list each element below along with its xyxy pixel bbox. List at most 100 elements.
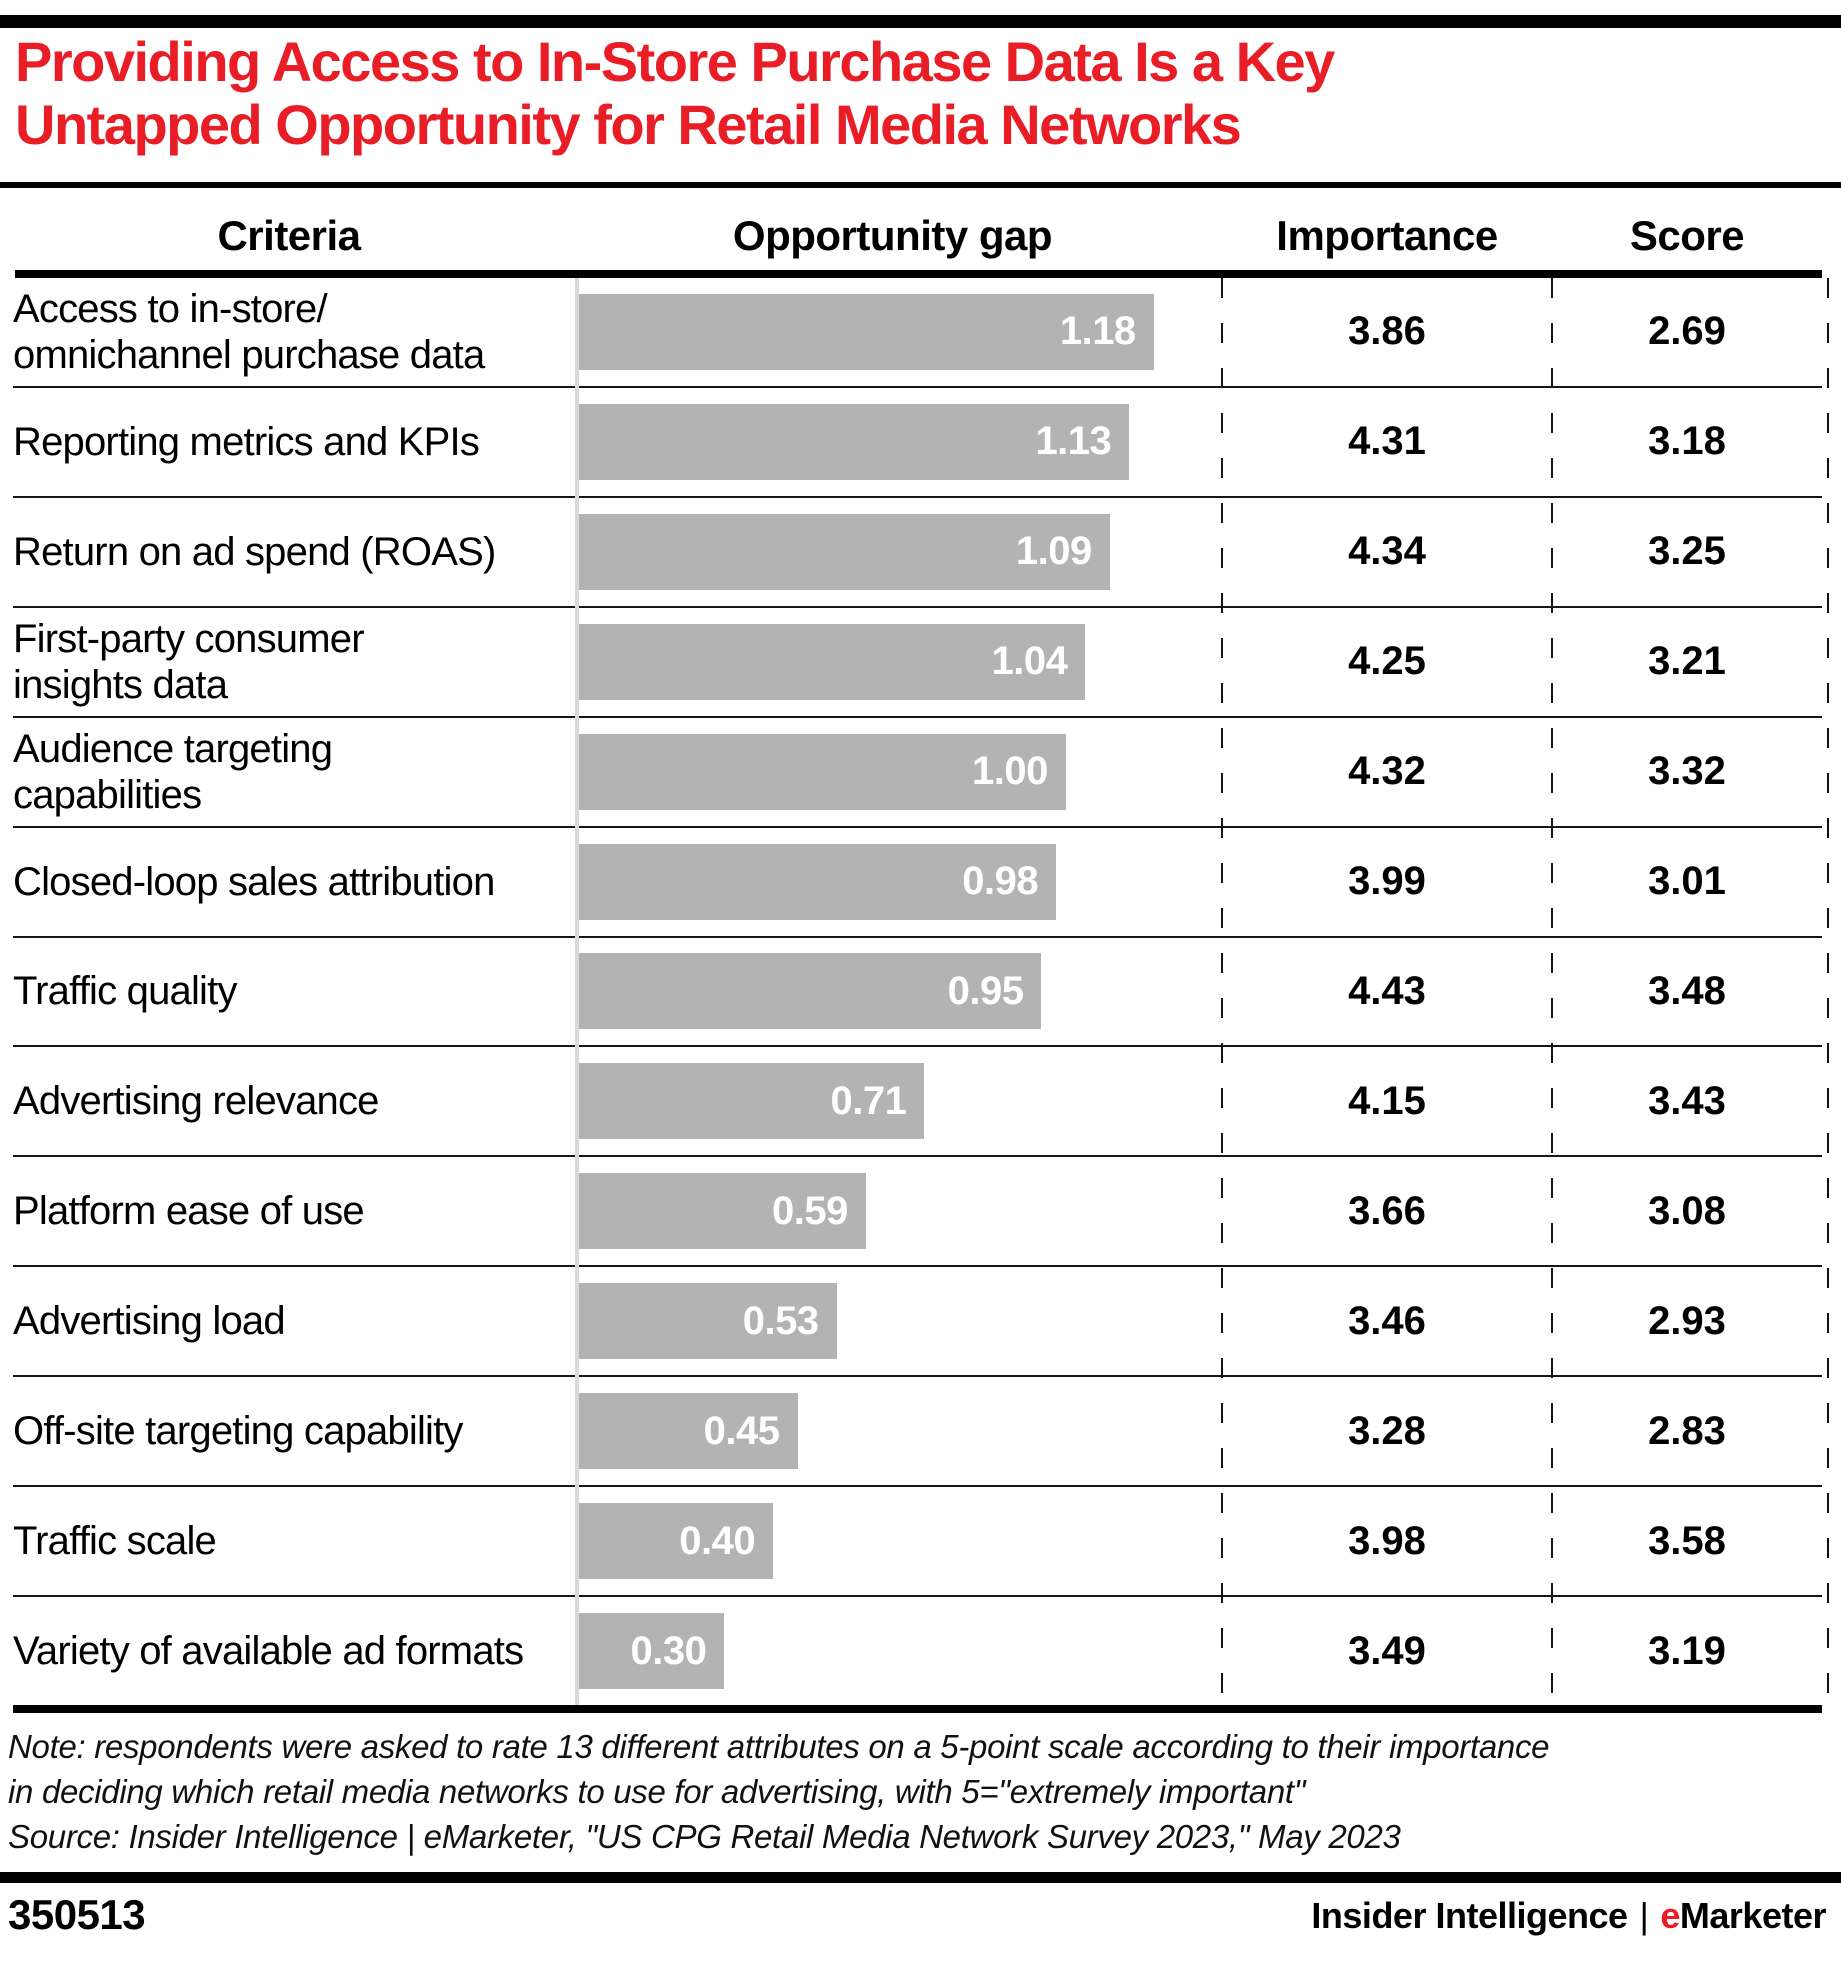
- chart-id: 350513: [8, 1891, 146, 1938]
- opportunity-gap-cell: 0.98: [578, 828, 1222, 936]
- opportunity-gap-cell: 1.13: [578, 388, 1222, 496]
- importance-value: 4.32: [1348, 749, 1426, 794]
- opportunity-gap-cell: 0.95: [578, 938, 1222, 1046]
- opportunity-gap-value: 0.30: [630, 1628, 707, 1673]
- criteria-label: Audience targeting capabilities: [13, 726, 333, 817]
- table-row: First-party consumer insights data 1.04 4.…: [13, 608, 1822, 718]
- criteria-label: Traffic scale: [13, 1519, 217, 1564]
- score-value: 3.19: [1648, 1628, 1726, 1673]
- note-block: Note: respondents were asked to rate 13 …: [8, 1724, 1808, 1859]
- opportunity-gap-value: 1.18: [1059, 309, 1136, 354]
- footer: 350513 Insider Intelligence | eMarketer: [8, 1891, 1827, 1939]
- title-rule: [0, 182, 1841, 188]
- brand-separator: |: [1639, 1895, 1649, 1936]
- opportunity-gap-bar: 0.95: [578, 953, 1042, 1030]
- opportunity-gap-bar: 0.98: [578, 843, 1057, 920]
- score-value: 2.83: [1648, 1408, 1726, 1453]
- opportunity-gap-value: 1.04: [991, 639, 1068, 684]
- opportunity-gap-value: 1.09: [1015, 529, 1092, 574]
- opportunity-gap-value: 0.95: [947, 968, 1024, 1013]
- opportunity-gap-value: 1.13: [1035, 419, 1112, 464]
- criteria-label: Return on ad spend (ROAS): [13, 529, 496, 574]
- divider-importance-score: [1551, 278, 1553, 1705]
- score-value: 3.18: [1648, 419, 1726, 464]
- top-divider-bar: [0, 15, 1841, 28]
- opportunity-gap-bar: 0.71: [578, 1063, 925, 1140]
- criteria-label: First-party consumer insights data: [13, 616, 365, 707]
- criteria-label: Advertising relevance: [13, 1079, 379, 1124]
- importance-value: 4.43: [1348, 968, 1426, 1013]
- brand-emarketer-e: e: [1660, 1895, 1680, 1936]
- opportunity-gap-bar: 0.30: [578, 1613, 725, 1690]
- score-value: 3.01: [1648, 859, 1726, 904]
- table-row: Platform ease of use 0.59 3.66 3.08: [13, 1157, 1822, 1268]
- table-body: Access to in-store/ omnichannel purchase…: [13, 278, 1822, 1713]
- opportunity-gap-cell: 0.40: [578, 1487, 1222, 1595]
- opportunity-gap-value: 0.53: [742, 1298, 819, 1343]
- criteria-label: Advertising load: [13, 1299, 286, 1344]
- column-header-score: Score: [1629, 212, 1745, 259]
- opportunity-gap-cell: 1.04: [578, 608, 1222, 716]
- score-value: 3.08: [1648, 1188, 1726, 1233]
- score-value: 3.43: [1648, 1078, 1726, 1123]
- score-value: 2.69: [1648, 309, 1726, 354]
- opportunity-gap-value: 0.59: [771, 1188, 848, 1233]
- header-rule: [15, 270, 1822, 278]
- chart-title-line1: Providing Access to In-Store Purchase Da…: [15, 30, 1335, 93]
- note-line-1: Note: respondents were asked to rate 13 …: [8, 1728, 1550, 1765]
- opportunity-gap-bar: 1.13: [578, 403, 1130, 480]
- criteria-label: Variety of available ad formats: [13, 1629, 524, 1674]
- table-row: Closed-loop sales attribution 0.98 3.99 3.0…: [13, 828, 1822, 938]
- criteria-label: Reporting metrics and KPIs: [13, 419, 480, 464]
- importance-value: 3.86: [1348, 309, 1426, 354]
- note-line-2: in deciding which retail media networks …: [8, 1773, 1306, 1810]
- table-row: Traffic quality 0.95 4.43 3.48: [13, 938, 1822, 1048]
- criteria-label: Off-site targeting capability: [13, 1409, 463, 1454]
- opportunity-gap-cell: 1.09: [578, 498, 1222, 606]
- opportunity-gap-bar: 0.40: [578, 1503, 774, 1580]
- importance-value: 4.31: [1348, 419, 1426, 464]
- importance-value: 3.99: [1348, 859, 1426, 904]
- importance-value: 3.49: [1348, 1628, 1426, 1673]
- score-value: 3.21: [1648, 639, 1726, 684]
- opportunity-gap-bar: 0.53: [578, 1283, 837, 1360]
- table-row: Advertising load 0.53 3.46 2.93: [13, 1267, 1822, 1378]
- opportunity-gap-value: 0.40: [679, 1518, 756, 1563]
- brand-logos: Insider Intelligence | eMarketer: [1311, 1891, 1826, 1937]
- opportunity-gap-value: 0.45: [703, 1408, 780, 1453]
- chart-title-line2: Untapped Opportunity for Retail Media Ne…: [15, 93, 1242, 156]
- importance-value: 3.46: [1348, 1298, 1426, 1343]
- criteria-label: Traffic quality: [13, 969, 237, 1014]
- opportunity-gap-bar: 1.04: [578, 623, 1086, 700]
- score-value: 3.25: [1648, 529, 1726, 574]
- importance-value: 3.28: [1348, 1408, 1426, 1453]
- importance-value: 3.98: [1348, 1518, 1426, 1563]
- chart-title: Providing Access to In-Store Purchase Da…: [15, 30, 1335, 156]
- column-header-opportunity-gap: Opportunity gap: [732, 212, 1053, 259]
- column-headers: Criteria Opportunity gap Importance Scor…: [15, 206, 1822, 266]
- divider-gap-importance: [1221, 278, 1223, 1705]
- opportunity-gap-bar: 1.00: [578, 733, 1066, 810]
- source-line: Source: Insider Intelligence | eMarketer…: [8, 1818, 1401, 1855]
- table-row: Off-site targeting capability 0.45 3.28 2.8…: [13, 1377, 1822, 1488]
- score-value: 3.48: [1648, 968, 1726, 1013]
- brand-emarketer-rest: Marketer: [1679, 1895, 1827, 1936]
- table-row: Variety of available ad formats 0.30 3.49 3…: [13, 1597, 1822, 1705]
- score-value: 2.93: [1648, 1298, 1726, 1343]
- column-header-importance: Importance: [1276, 212, 1498, 259]
- divider-right-edge: [1827, 278, 1829, 1705]
- opportunity-gap-bar: 1.09: [578, 513, 1110, 590]
- criteria-label: Closed-loop sales attribution: [13, 859, 495, 904]
- opportunity-gap-cell: 0.53: [578, 1267, 1222, 1375]
- importance-value: 4.15: [1348, 1078, 1426, 1123]
- opportunity-gap-cell: 0.30: [578, 1597, 1222, 1705]
- table-row: Reporting metrics and KPIs 1.13 4.31 3.18: [13, 388, 1822, 498]
- table-row: Return on ad spend (ROAS) 1.09 4.34 3.25: [13, 498, 1822, 608]
- opportunity-gap-bar: 0.45: [578, 1393, 798, 1470]
- opportunity-gap-cell: 1.18: [578, 278, 1222, 386]
- score-value: 3.58: [1648, 1518, 1726, 1563]
- opportunity-gap-bar: 0.59: [578, 1173, 866, 1250]
- importance-value: 3.66: [1348, 1188, 1426, 1233]
- bar-baseline-axis: [575, 278, 579, 1705]
